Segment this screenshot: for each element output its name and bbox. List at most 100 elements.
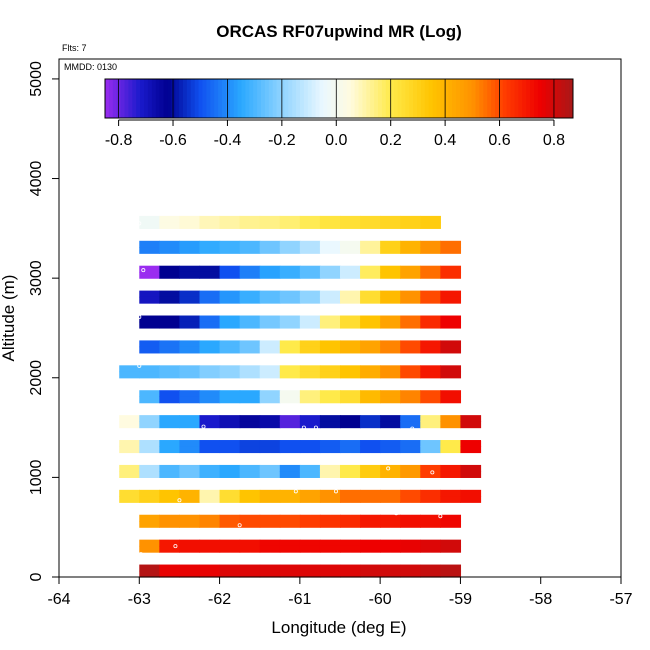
heatmap-cell — [279, 222, 301, 229]
heatmap-cell — [380, 240, 401, 248]
heatmap-cell — [400, 496, 421, 503]
colorbar-swatch — [206, 79, 211, 118]
heatmap-cell — [460, 446, 482, 454]
heatmap-cell — [279, 390, 301, 398]
heatmap-cell — [380, 545, 401, 553]
track-point — [350, 559, 355, 564]
colorbar-swatch — [241, 79, 246, 118]
heatmap-cell — [119, 489, 140, 497]
heatmap-cell — [239, 520, 261, 528]
heatmap-cell — [380, 539, 401, 547]
heatmap-cell — [219, 564, 241, 572]
colorbar-swatch — [553, 79, 558, 118]
colorbar-swatch — [413, 79, 418, 118]
heatmap-cell — [239, 415, 261, 422]
heatmap-cell — [299, 290, 321, 298]
heatmap-cell — [440, 315, 462, 323]
heatmap-cell — [299, 464, 321, 472]
heatmap-cell — [259, 222, 281, 229]
colorbar-swatch — [370, 79, 375, 118]
heatmap-cell — [299, 321, 321, 329]
colorbar-swatch — [179, 79, 184, 118]
track-point — [346, 535, 351, 540]
heatmap-cell — [219, 471, 241, 478]
heatmap-cell — [119, 415, 140, 422]
heatmap-cell — [400, 520, 421, 528]
heatmap-cell — [380, 290, 401, 298]
track-point — [430, 470, 435, 475]
track-point — [137, 363, 142, 368]
colorbar-swatch — [463, 79, 469, 118]
heatmap-cell — [299, 539, 321, 547]
colorbar-swatch — [565, 79, 570, 118]
track-point — [265, 559, 270, 564]
heatmap-cell — [360, 222, 381, 229]
heatmap-cell — [319, 290, 341, 298]
colorbar-swatch — [541, 79, 547, 118]
heatmap-cell — [279, 396, 301, 404]
colorbar-swatch — [381, 79, 387, 118]
heatmap-cell — [139, 346, 160, 354]
heatmap-cell — [139, 390, 160, 398]
heatmap-cell — [440, 496, 462, 503]
heatmap-cell — [319, 489, 341, 497]
colorbar-swatch — [545, 79, 551, 118]
colorbar-swatch — [549, 79, 554, 118]
heatmap-cell — [360, 564, 381, 572]
flights-label: Flts: 7 — [62, 43, 87, 53]
heatmap-cell — [159, 464, 181, 472]
colorbar-tick-label: 0.2 — [380, 132, 402, 149]
heatmap-cell — [279, 371, 301, 379]
heatmap-cell — [420, 240, 441, 248]
heatmap-cell — [380, 365, 401, 373]
heatmap-cell — [400, 396, 421, 404]
heatmap-cell — [199, 464, 221, 472]
colorbar-swatch — [346, 79, 352, 118]
heatmap-cell — [219, 464, 241, 472]
x-tick-label: -59 — [449, 591, 472, 608]
heatmap-cell — [340, 222, 361, 229]
heatmap-cell — [340, 489, 361, 497]
heatmap-cell — [259, 296, 281, 304]
colorbar-tick-label: -0.2 — [268, 132, 296, 149]
heatmap-cell — [400, 247, 421, 254]
heatmap-cell — [319, 421, 341, 429]
heatmap-cell — [380, 222, 401, 229]
heatmap-cell — [400, 440, 421, 447]
colorbar-swatch — [194, 79, 200, 118]
colorbar-swatch — [456, 79, 461, 118]
heatmap-cell — [259, 321, 281, 329]
heatmap-cell — [319, 471, 341, 478]
heatmap-cell — [159, 489, 181, 497]
heatmap-cell — [179, 340, 201, 348]
track-point — [137, 221, 142, 226]
heatmap-cell — [219, 514, 241, 522]
colorbar-swatch — [487, 79, 492, 118]
flight-track-points — [137, 204, 495, 564]
colorbar-swatch — [526, 79, 531, 118]
colorbar-swatch — [436, 79, 441, 118]
track-point — [474, 391, 479, 396]
heatmap-cell — [319, 446, 341, 454]
heatmap-cell — [299, 365, 321, 373]
track-point — [301, 425, 306, 430]
heatmap-cell — [340, 346, 361, 354]
heatmap-cell — [340, 545, 361, 553]
colorbar-swatch — [342, 79, 348, 118]
heatmap-cell — [380, 215, 401, 223]
colorbar-swatch — [144, 79, 149, 118]
heatmap-cell — [259, 446, 281, 454]
heatmap-cell — [400, 222, 421, 229]
heatmap-cell — [360, 340, 381, 348]
heatmap-cell — [159, 390, 181, 398]
heatmap-cell — [199, 346, 221, 354]
heatmap-cell — [239, 570, 261, 578]
heatmap-cell — [460, 489, 482, 497]
heatmap-cell — [299, 496, 321, 503]
heatmap-cell — [420, 265, 441, 273]
heatmap-cell — [159, 496, 181, 503]
colorbar-swatch — [374, 79, 379, 118]
heatmap-cell — [440, 240, 462, 248]
heatmap-cell — [279, 570, 301, 578]
heatmap-cell — [319, 215, 341, 223]
